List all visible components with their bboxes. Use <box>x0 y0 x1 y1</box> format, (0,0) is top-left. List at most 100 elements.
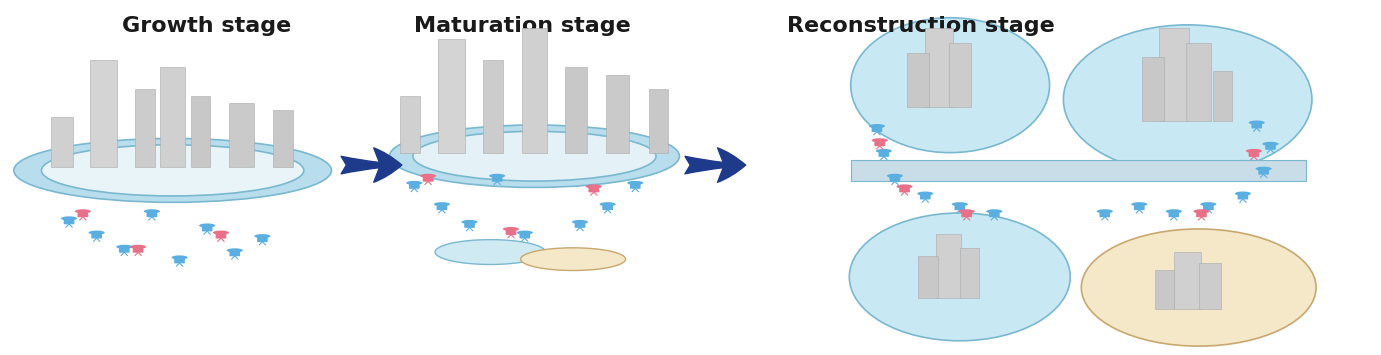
FancyBboxPatch shape <box>505 230 516 235</box>
Circle shape <box>1246 149 1262 153</box>
Circle shape <box>144 209 160 213</box>
Bar <box>1213 71 1232 121</box>
Bar <box>400 96 420 153</box>
FancyBboxPatch shape <box>989 212 1000 217</box>
Circle shape <box>1235 191 1251 196</box>
Bar <box>1199 263 1221 309</box>
Ellipse shape <box>435 240 545 264</box>
Circle shape <box>1262 142 1279 146</box>
Ellipse shape <box>413 131 656 181</box>
FancyBboxPatch shape <box>119 248 130 253</box>
FancyBboxPatch shape <box>257 237 268 242</box>
Bar <box>1174 252 1201 309</box>
FancyBboxPatch shape <box>1237 195 1248 200</box>
Bar <box>918 256 938 298</box>
Bar <box>949 43 971 106</box>
Circle shape <box>420 174 436 178</box>
FancyBboxPatch shape <box>1251 124 1262 129</box>
Bar <box>960 248 979 298</box>
FancyBboxPatch shape <box>423 177 434 182</box>
Bar <box>483 60 503 153</box>
Bar <box>851 160 1306 181</box>
Circle shape <box>503 227 519 231</box>
Circle shape <box>1255 166 1272 171</box>
FancyBboxPatch shape <box>229 251 240 256</box>
Ellipse shape <box>1081 229 1316 346</box>
Circle shape <box>489 174 505 178</box>
Bar <box>605 75 628 153</box>
Bar <box>229 103 254 167</box>
FancyBboxPatch shape <box>1168 212 1179 217</box>
Circle shape <box>627 181 644 185</box>
Circle shape <box>406 181 423 185</box>
Bar <box>1142 57 1164 121</box>
Bar <box>907 53 929 106</box>
FancyBboxPatch shape <box>899 187 910 192</box>
FancyBboxPatch shape <box>1196 212 1207 217</box>
Circle shape <box>116 245 133 249</box>
Circle shape <box>599 202 616 206</box>
FancyBboxPatch shape <box>874 141 885 146</box>
Bar <box>135 89 156 167</box>
Circle shape <box>226 248 243 252</box>
Circle shape <box>1248 120 1265 125</box>
Bar <box>522 28 547 153</box>
Text: Growth stage: Growth stage <box>122 16 291 36</box>
Circle shape <box>1097 209 1113 213</box>
FancyBboxPatch shape <box>464 223 475 228</box>
Circle shape <box>958 209 975 213</box>
Ellipse shape <box>389 125 679 187</box>
FancyBboxPatch shape <box>91 234 102 239</box>
FancyBboxPatch shape <box>436 205 447 210</box>
Ellipse shape <box>521 248 626 271</box>
FancyBboxPatch shape <box>889 177 900 182</box>
Bar <box>1155 270 1174 309</box>
Circle shape <box>869 124 885 128</box>
FancyBboxPatch shape <box>1203 205 1214 210</box>
FancyBboxPatch shape <box>409 184 420 189</box>
FancyBboxPatch shape <box>519 234 530 239</box>
FancyBboxPatch shape <box>1099 212 1110 217</box>
Ellipse shape <box>14 138 331 202</box>
Bar <box>438 39 465 153</box>
Bar <box>936 234 961 298</box>
Circle shape <box>586 184 602 189</box>
Circle shape <box>199 223 215 228</box>
Circle shape <box>516 230 533 235</box>
Ellipse shape <box>1063 25 1312 174</box>
FancyBboxPatch shape <box>588 187 599 192</box>
Circle shape <box>952 202 968 206</box>
FancyBboxPatch shape <box>77 212 88 217</box>
Circle shape <box>254 234 271 238</box>
Circle shape <box>896 184 913 189</box>
FancyBboxPatch shape <box>174 258 185 263</box>
Circle shape <box>130 245 146 249</box>
FancyBboxPatch shape <box>602 205 613 210</box>
FancyBboxPatch shape <box>1134 205 1145 210</box>
Circle shape <box>1166 209 1182 213</box>
Circle shape <box>434 202 450 206</box>
Bar <box>565 67 587 153</box>
FancyBboxPatch shape <box>574 223 586 228</box>
Text: Maturation stage: Maturation stage <box>414 16 631 36</box>
FancyBboxPatch shape <box>961 212 972 217</box>
Circle shape <box>572 220 588 224</box>
Bar <box>160 67 185 167</box>
Bar <box>191 96 210 167</box>
Bar <box>649 89 668 153</box>
Circle shape <box>917 191 934 196</box>
FancyBboxPatch shape <box>1248 152 1259 157</box>
Circle shape <box>88 230 105 235</box>
FancyBboxPatch shape <box>64 219 75 224</box>
FancyBboxPatch shape <box>878 152 889 157</box>
Bar <box>1159 28 1189 121</box>
Ellipse shape <box>851 18 1050 153</box>
Ellipse shape <box>41 145 304 196</box>
FancyBboxPatch shape <box>954 205 965 210</box>
Circle shape <box>75 209 91 213</box>
Circle shape <box>1193 209 1210 213</box>
Circle shape <box>876 149 892 153</box>
Circle shape <box>213 230 229 235</box>
Text: Reconstruction stage: Reconstruction stage <box>787 16 1055 36</box>
FancyBboxPatch shape <box>1265 145 1276 150</box>
